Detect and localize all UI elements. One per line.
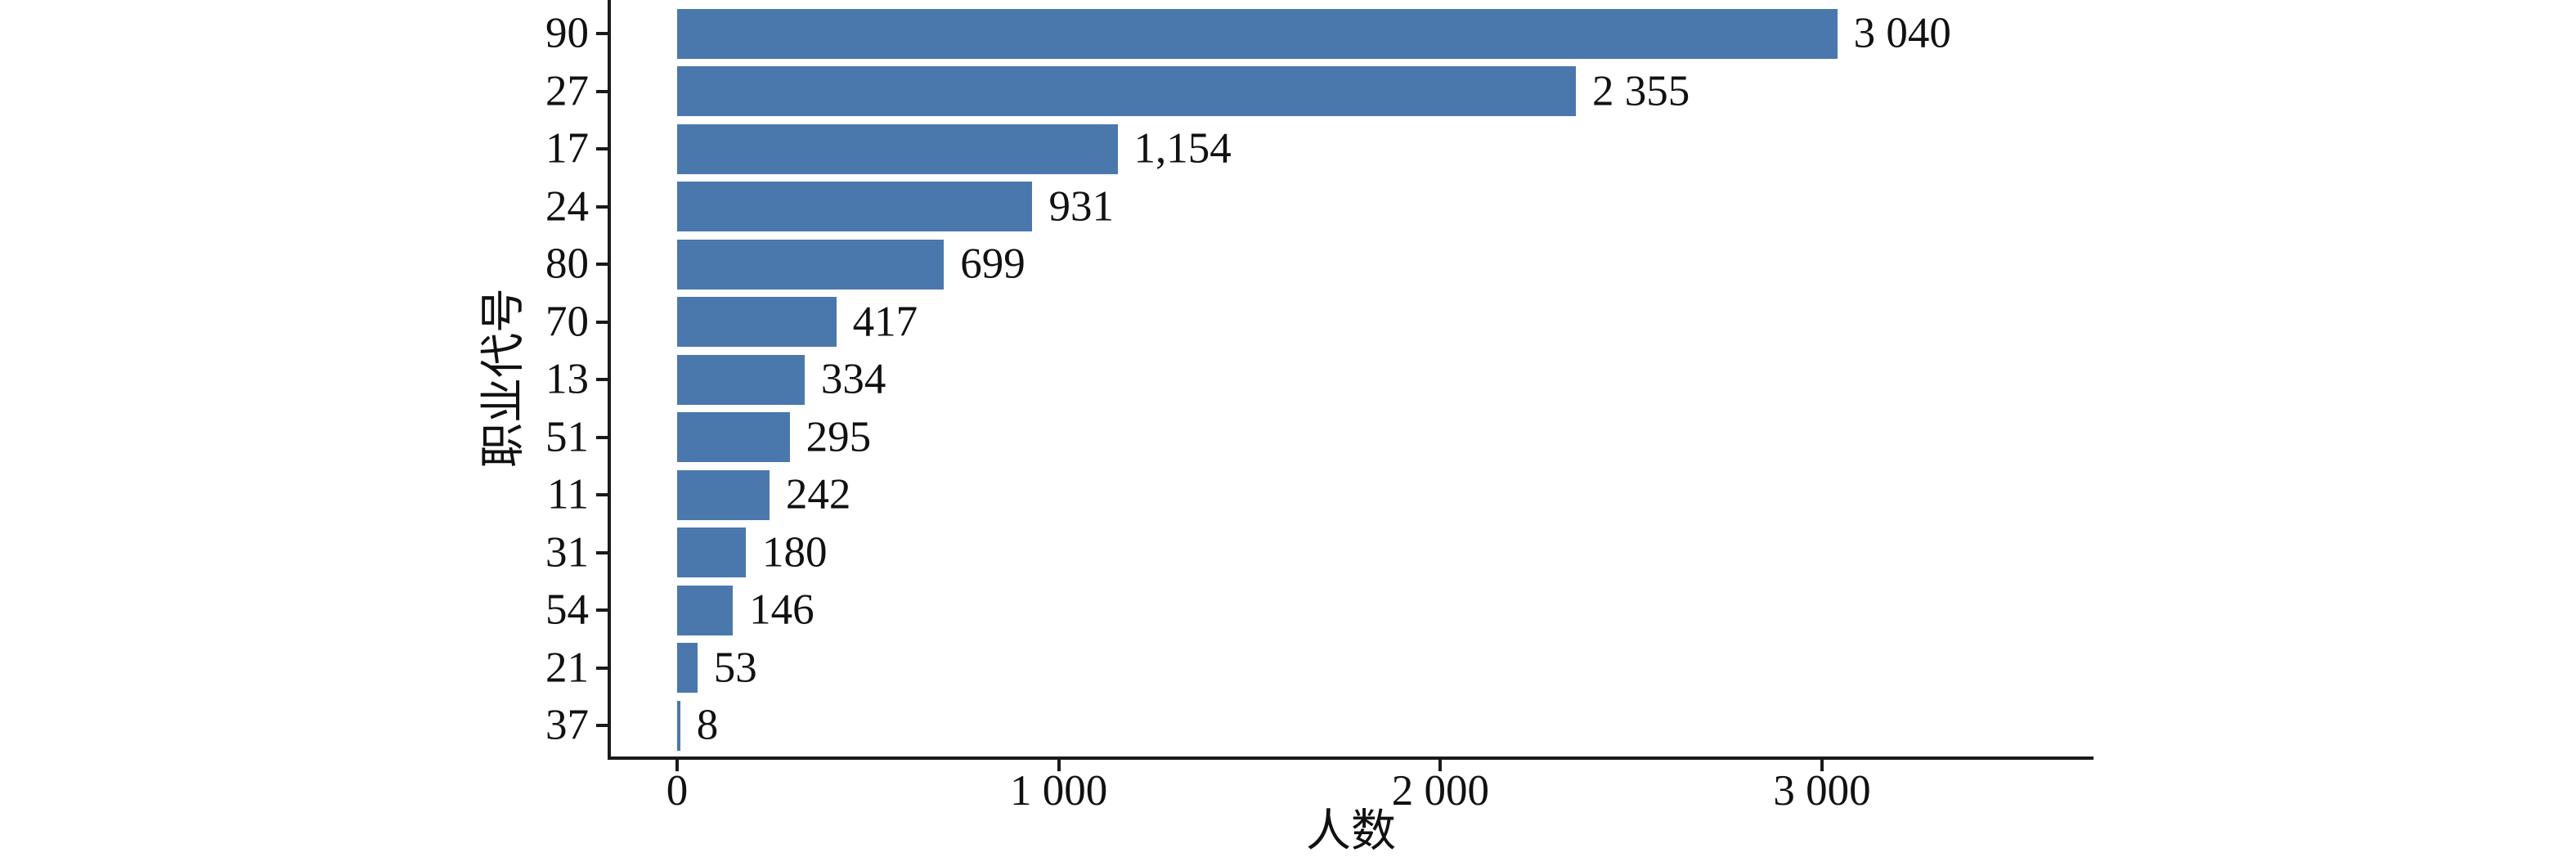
y-axis-spine bbox=[608, 0, 611, 760]
x-tick-label: 1 000 bbox=[1010, 767, 1108, 815]
x-tick bbox=[1820, 756, 1824, 771]
bar bbox=[677, 585, 734, 635]
bar bbox=[677, 469, 770, 520]
bar bbox=[677, 643, 698, 693]
bar-value-label: 931 bbox=[1048, 182, 1114, 230]
bar bbox=[677, 700, 680, 751]
bar bbox=[677, 528, 746, 577]
bar bbox=[677, 66, 1576, 116]
bar-value-label: 3 040 bbox=[1853, 9, 1951, 57]
y-tick-label: 90 bbox=[545, 9, 589, 57]
y-tick-label: 70 bbox=[545, 298, 589, 345]
y-tick bbox=[596, 89, 608, 93]
y-tick-label: 24 bbox=[545, 182, 589, 230]
x-axis-spine bbox=[608, 756, 2094, 760]
y-tick-label: 54 bbox=[545, 586, 589, 634]
y-tick-label: 31 bbox=[545, 528, 589, 576]
x-tick-label: 3 000 bbox=[1773, 767, 1871, 815]
bar-value-label: 242 bbox=[785, 470, 851, 519]
y-tick-label: 27 bbox=[545, 67, 589, 114]
bar-value-label: 8 bbox=[696, 701, 719, 749]
x-tick-label: 0 bbox=[666, 767, 689, 815]
y-tick-label: 21 bbox=[545, 644, 589, 691]
x-tick bbox=[1057, 756, 1061, 771]
bar bbox=[677, 412, 790, 462]
bar-value-label: 146 bbox=[749, 586, 815, 634]
y-tick bbox=[596, 608, 608, 612]
y-tick bbox=[596, 263, 608, 266]
x-axis-title: 人数 bbox=[1305, 806, 1397, 856]
y-tick bbox=[596, 32, 608, 35]
y-tick bbox=[596, 550, 608, 554]
x-tick-label: 2 000 bbox=[1391, 767, 1489, 815]
bar-value-label: 2 355 bbox=[1592, 67, 1690, 114]
y-tick-label: 37 bbox=[545, 701, 589, 749]
y-tick bbox=[596, 493, 608, 496]
y-tick bbox=[596, 204, 608, 209]
bar bbox=[677, 354, 805, 405]
x-tick bbox=[1438, 756, 1443, 771]
y-tick bbox=[596, 378, 608, 381]
bar bbox=[677, 123, 1118, 174]
bar-value-label: 699 bbox=[960, 240, 1025, 288]
bar-value-label: 295 bbox=[806, 413, 872, 460]
y-tick-label: 13 bbox=[545, 355, 589, 403]
y-tick bbox=[596, 666, 608, 670]
bar-value-label: 334 bbox=[820, 355, 886, 403]
bar-value-label: 417 bbox=[852, 298, 918, 345]
y-tick-label: 51 bbox=[545, 413, 589, 460]
y-tick bbox=[596, 724, 608, 727]
y-tick bbox=[596, 320, 608, 324]
bar bbox=[677, 239, 945, 290]
bar-value-label: 1,154 bbox=[1133, 124, 1232, 173]
x-tick bbox=[675, 756, 679, 771]
bar-value-label: 180 bbox=[762, 528, 828, 576]
bar-value-label: 53 bbox=[713, 644, 757, 691]
bar bbox=[677, 182, 1033, 231]
y-tick-label: 11 bbox=[546, 470, 589, 519]
y-axis-title: 职业代号 bbox=[478, 287, 528, 469]
y-tick-label: 80 bbox=[545, 240, 589, 288]
bar bbox=[677, 8, 1838, 59]
y-tick-label: 17 bbox=[545, 124, 589, 173]
y-tick bbox=[596, 435, 608, 439]
y-tick bbox=[596, 147, 608, 150]
bar bbox=[677, 297, 837, 347]
